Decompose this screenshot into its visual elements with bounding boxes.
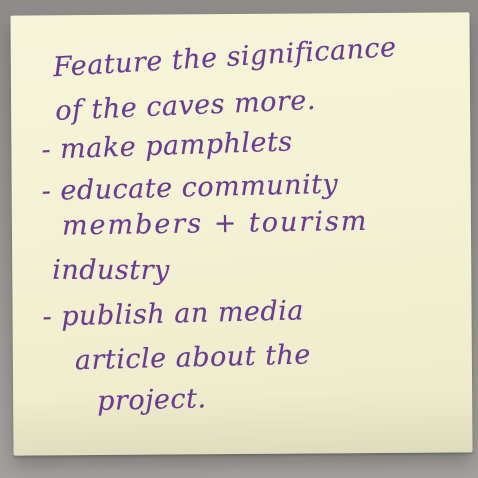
note-line: - publish an media [42, 295, 305, 333]
note-line: Feature the significance [52, 31, 398, 84]
note-line: of the caves more. [54, 84, 317, 127]
note-line: - make pamphlets [40, 126, 294, 166]
note-line: project. [96, 383, 207, 417]
note-line: members + tourism [61, 205, 369, 242]
sticky-note: Feature the significance of the caves mo… [10, 12, 473, 456]
note-line: industry [52, 254, 170, 287]
note-line: - educate community [41, 168, 339, 207]
note-line: article about the [74, 339, 312, 377]
